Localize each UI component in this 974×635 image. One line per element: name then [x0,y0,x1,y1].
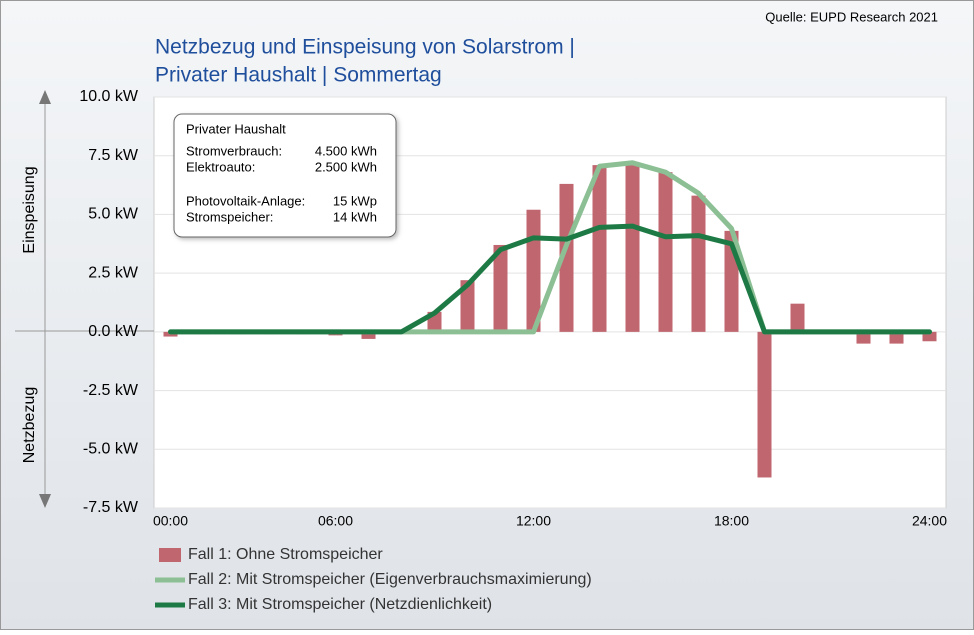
info-key: Elektroauto: [186,159,255,174]
info-box [173,113,397,238]
bar [658,172,673,332]
info-value: 14 kWh [333,209,377,224]
y-tick-label: 2.5 kW [88,264,139,281]
y-tick-label: -2.5 kW [83,382,139,399]
chart-title: Privater Haushalt | Sommertag [155,64,442,87]
info-title: Privater Haushalt [186,121,286,136]
bar [625,165,640,332]
y-tick-label: 10.0 kW [79,88,139,105]
bar [361,331,376,339]
info-value: 4.500 kWh [315,143,377,158]
source: Quelle: EUPD Research 2021 [765,9,938,24]
line [168,223,932,335]
legend-label: Fall 3: Mit Stromspeicher (Netzdienlichk… [188,596,492,613]
legend-label: Fall 2: Mit Stromspeicher (Eigenverbrauc… [188,571,592,588]
bar [856,331,871,344]
bar [493,244,508,332]
info-value: 2.500 kWh [315,159,377,174]
x-tick-label: 00:00 [153,513,188,529]
y-tick-label: -5.0 kW [83,441,139,458]
bar [691,195,706,332]
chart-title: Netzbezug und Einspeisung von Solarstrom… [155,36,575,59]
axis-label-upper: Einspeisung [21,166,38,253]
y-tick-label: 5.0 kW [88,206,139,223]
axis-label-lower: Netzbezug [21,387,38,464]
legend-swatch [159,548,181,562]
arrow-up [39,90,51,104]
bar [889,331,904,344]
bar [460,280,475,332]
info-key: Stromverbrauch: [186,143,282,158]
y-tick-label: -7.5 kW [83,499,139,516]
bar [922,331,937,342]
legend-label: Fall 1: Ohne Stromspeicher [188,546,383,563]
bar [790,303,805,332]
x-tick-label: 18:00 [714,513,749,529]
y-tick-label: 7.5 kW [88,147,139,164]
info-value: 15 kWp [333,193,377,208]
arrow-down [39,494,51,508]
x-tick-label: 24:00 [912,513,947,529]
x-tick-label: 06:00 [318,513,353,529]
bar [592,165,607,332]
bar [757,331,772,478]
info-key: Stromspeicher: [186,209,273,224]
bar [559,183,574,332]
x-tick-label: 12:00 [516,513,551,529]
y-tick-label: 0.0 kW [88,323,139,340]
info-key: Photovoltaik-Anlage: [186,193,305,208]
